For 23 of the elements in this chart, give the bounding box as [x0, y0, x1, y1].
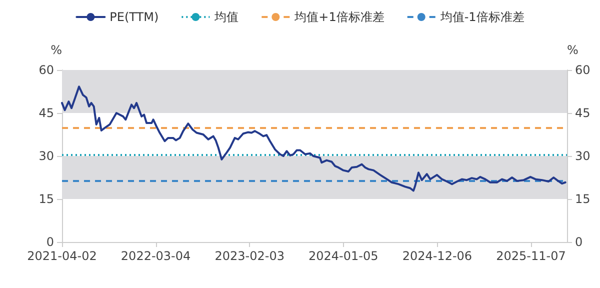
- y2-tick-label: 30: [575, 149, 590, 163]
- line-series: [61, 86, 566, 192]
- x-tick-label: 2024-12-06: [402, 249, 472, 263]
- x-tick-label: 2023-02-03: [214, 249, 284, 263]
- x-tick-label: 2024-01-05: [308, 249, 378, 263]
- x-tick-label: 2021-04-02: [27, 249, 97, 263]
- y2-tick-label: 0: [575, 235, 583, 249]
- y2-tick-label: 15: [575, 192, 590, 206]
- y-tick-label: 45: [38, 106, 54, 120]
- y2-tick-label: 60: [575, 63, 590, 77]
- y-axis-title: %: [50, 43, 62, 57]
- y2-axis-title: %: [567, 43, 578, 57]
- y-tick-label: 15: [38, 192, 54, 206]
- x-tick-label: 2025-11-07: [496, 249, 566, 263]
- legend-label: 均值-1倍标准差: [439, 10, 524, 24]
- legend-label: 均值+1倍标准差: [294, 10, 384, 24]
- y2-tick-label: 45: [575, 106, 590, 120]
- y-tick-label: 30: [38, 149, 54, 163]
- x-tick-label: 2022-03-04: [120, 249, 191, 263]
- y-tick-label: 0: [46, 235, 54, 249]
- legend-label: 均值: [214, 10, 239, 24]
- legend-label: PE(TTM): [110, 10, 159, 24]
- y-tick-label: 60: [38, 63, 54, 77]
